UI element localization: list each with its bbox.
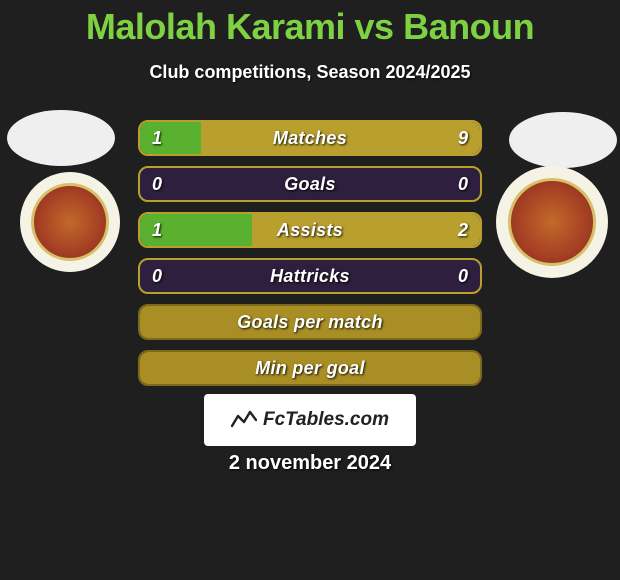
vs-text: vs <box>355 6 394 47</box>
player2-club-badge <box>496 166 608 278</box>
player1-avatar <box>7 110 115 166</box>
stat-bar: 00Hattricks <box>138 258 482 294</box>
stat-bar: 19Matches <box>138 120 482 156</box>
stat-bar: 12Assists <box>138 212 482 248</box>
player1-name: Malolah Karami <box>86 6 345 47</box>
brand-text: FcTables.com <box>263 409 389 431</box>
subtitle: Club competitions, Season 2024/2025 <box>0 62 620 83</box>
page-title: Malolah Karami vs Banoun <box>0 0 620 48</box>
stat-label: Goals <box>140 168 480 200</box>
stat-bar: 00Goals <box>138 166 482 202</box>
club-badge-inner <box>508 178 595 265</box>
player2-avatar <box>509 112 617 168</box>
stat-bar: Min per goal <box>138 350 482 386</box>
player2-name: Banoun <box>403 6 534 47</box>
stat-label: Assists <box>140 214 480 246</box>
club-badge-inner <box>31 183 109 261</box>
stat-bars: 19Matches 00Goals 12Assists 00Hattricks Goal… <box>138 120 482 396</box>
stat-label: Goals per match <box>140 306 480 338</box>
player1-club-badge <box>20 172 120 272</box>
stat-bar: Goals per match <box>138 304 482 340</box>
stat-label: Min per goal <box>140 352 480 384</box>
stat-label: Hattricks <box>140 260 480 292</box>
stat-label: Matches <box>140 122 480 154</box>
brand-box: FcTables.com <box>204 394 416 446</box>
brand-icon <box>231 410 257 430</box>
date-text: 2 november 2024 <box>0 452 620 475</box>
